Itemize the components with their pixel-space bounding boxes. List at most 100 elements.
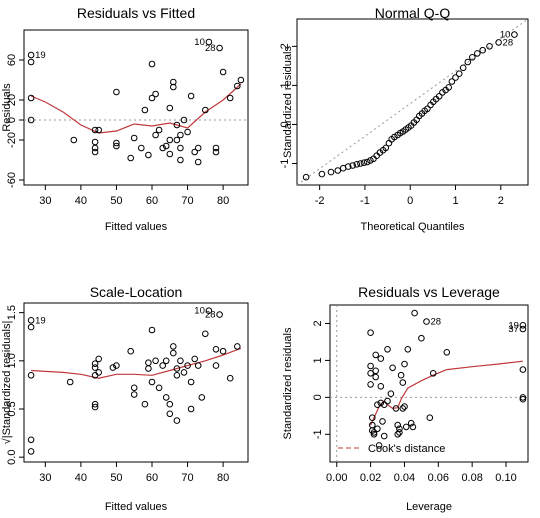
data-point <box>455 70 463 77</box>
plot-sl: Scale-Location 30 40 50 60 70 80 0.0 0.5 1.0 1.5 Fi… <box>1 284 249 513</box>
data-point <box>177 144 184 152</box>
data-point <box>216 311 223 318</box>
y-tick-label: 1 <box>279 82 291 88</box>
data-point <box>113 362 120 369</box>
data-point <box>380 401 388 409</box>
data-point <box>155 384 163 392</box>
plot-qq: Normal Q-Q -2 -1 0 1 2 -1 0 1 2 Theoretical Quanti… <box>279 5 529 233</box>
plot-frame <box>329 304 529 463</box>
data-point <box>367 329 374 337</box>
data-point <box>91 403 99 411</box>
point-annotation: 19 <box>35 315 46 326</box>
data-point <box>479 46 487 54</box>
x-tick-label: 0.06 <box>428 472 449 484</box>
data-point <box>370 431 378 438</box>
data-point <box>212 346 220 353</box>
data-point <box>177 156 184 164</box>
y-tick-label: 0.0 <box>6 450 18 465</box>
y-tick-label: 1 <box>312 357 324 363</box>
data-point <box>152 131 159 139</box>
data-point <box>95 369 102 376</box>
x-tick-label: 0.00 <box>326 472 347 484</box>
lowess-smooth-line <box>30 83 242 134</box>
data-point <box>367 381 374 388</box>
point-annotation: 37 <box>508 324 519 335</box>
data-point <box>409 423 417 431</box>
data-point <box>109 364 117 371</box>
data-point <box>373 152 381 159</box>
data-point <box>152 357 159 365</box>
data-point <box>396 429 403 436</box>
plot-title: Residuals vs Leverage <box>358 284 500 300</box>
data-point <box>27 94 35 102</box>
data-point <box>166 410 174 418</box>
data-point <box>173 417 181 424</box>
y-tick-label: 1.0 <box>6 353 18 368</box>
data-point <box>372 351 380 359</box>
data-point <box>519 325 527 333</box>
data-point <box>130 391 138 398</box>
data-point <box>162 357 170 365</box>
data-point <box>384 346 391 353</box>
x-tick-label: 50 <box>110 195 122 207</box>
plot-title: Scale-Location <box>90 284 183 300</box>
data-point <box>389 364 396 372</box>
data-point <box>374 401 381 409</box>
y-tick-label: 0 <box>6 117 18 123</box>
data-point <box>166 400 174 408</box>
data-point <box>187 92 195 100</box>
y-tick-label: -60 <box>6 172 18 188</box>
data-point <box>27 448 35 455</box>
y-tick-label: 2 <box>279 43 291 49</box>
y-tick-label: -1 <box>312 429 324 439</box>
data-point <box>187 405 195 413</box>
data-point <box>399 379 407 386</box>
data-point <box>219 68 227 76</box>
data-point <box>367 157 374 164</box>
data-point <box>334 167 342 174</box>
data-point <box>148 94 156 102</box>
point-annotation: 28 <box>205 43 216 54</box>
x-tick-label: 0.08 <box>461 472 482 484</box>
data-point <box>191 148 198 156</box>
data-point <box>302 173 310 181</box>
data-point <box>375 442 383 449</box>
x-axis-label: Fitted values <box>105 501 168 513</box>
y-tick-label: -1 <box>279 159 291 169</box>
data-point <box>385 139 393 147</box>
data-point <box>27 58 35 66</box>
data-point <box>418 334 425 342</box>
data-point <box>234 343 241 350</box>
data-point <box>377 383 385 390</box>
data-point <box>166 136 174 144</box>
data-point <box>27 116 35 124</box>
data-point <box>91 126 99 134</box>
data-point <box>91 138 99 146</box>
y-tick-label: 0 <box>312 394 324 400</box>
data-point <box>486 43 493 50</box>
data-point <box>397 371 405 379</box>
data-point <box>148 378 156 386</box>
data-point <box>113 88 120 96</box>
x-tick-label: 2 <box>498 195 504 207</box>
data-point <box>202 106 209 114</box>
y-tick-label: 1.5 <box>6 305 18 320</box>
data-point <box>91 148 99 156</box>
data-point <box>194 362 202 369</box>
data-point <box>170 83 177 91</box>
x-tick-label: 30 <box>39 472 51 484</box>
data-point <box>226 94 234 102</box>
data-point <box>173 365 181 372</box>
plot-frame <box>296 18 529 186</box>
plot-title: Residuals vs Fitted <box>77 5 195 21</box>
data-point <box>360 159 368 166</box>
data-point <box>187 378 195 386</box>
data-point <box>464 58 472 66</box>
data-point <box>234 82 241 90</box>
data-point <box>212 362 220 369</box>
data-point <box>367 362 374 370</box>
plot-title: Normal Q-Q <box>375 5 451 21</box>
data-point <box>138 144 145 152</box>
data-point <box>194 144 202 152</box>
x-tick-label: 80 <box>217 472 229 484</box>
